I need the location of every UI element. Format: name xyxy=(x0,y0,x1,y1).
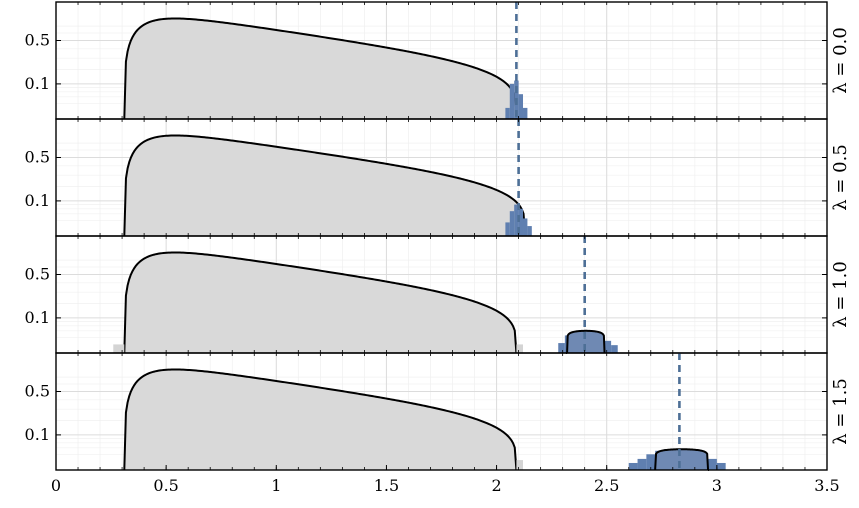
panel-3: 0.5 0.1 λ = 1.0 xyxy=(25,235,851,354)
outlier-histogram-bar xyxy=(523,218,528,236)
outlier-histogram-bar xyxy=(604,340,612,353)
outlier-histogram-bar xyxy=(628,462,638,470)
y-tick-label: 0.5 xyxy=(25,31,50,50)
bulk-density-area xyxy=(124,369,517,470)
outlier-histogram-bar xyxy=(558,343,565,353)
outlier-histogram-bar xyxy=(646,454,656,470)
y-tick-label: 0.1 xyxy=(25,425,50,444)
panel-label: λ = 1.5 xyxy=(830,378,851,445)
y-tick-label: 0.5 xyxy=(25,265,50,284)
outlier-histogram-bar xyxy=(527,226,532,236)
outlier-histogram-bar xyxy=(509,211,515,236)
outlier-histogram-bar xyxy=(708,458,717,470)
x-tick-label: 0 xyxy=(51,476,61,495)
y-tick-label: 0.5 xyxy=(25,382,50,401)
panel-2: 0.5 0.1 λ = 0.5 xyxy=(25,118,851,237)
x-tick-label: 2 xyxy=(491,476,501,495)
panel-label: λ = 1.0 xyxy=(830,261,851,328)
bulk-density-curve xyxy=(123,368,518,471)
x-tick-label: 3.5 xyxy=(814,476,839,495)
bulk-density-curve xyxy=(123,251,518,354)
x-tick-label: 0.5 xyxy=(153,476,178,495)
outlier-histogram-bar xyxy=(716,462,726,470)
outlier-histogram-bar xyxy=(514,204,519,236)
y-tick-label: 0.1 xyxy=(25,191,50,210)
outlier-density-area xyxy=(567,330,605,353)
panel-label: λ = 0.0 xyxy=(830,27,851,94)
x-tick-label: 3 xyxy=(712,476,722,495)
panel-1: 0.5 0.1 λ = 0.0 xyxy=(25,1,851,120)
outlier-density-curve xyxy=(566,329,606,354)
bulk-density-curve xyxy=(123,17,518,120)
panel-label: λ = 0.5 xyxy=(830,144,851,211)
outlier-density-curve xyxy=(654,448,710,471)
bulk-histogram-bar xyxy=(516,344,524,353)
outlier-histogram-bar xyxy=(611,345,618,353)
y-tick-label: 0.1 xyxy=(25,308,50,327)
bulk-density-area xyxy=(124,135,526,236)
outlier-histogram-bar xyxy=(505,107,510,119)
bulk-density-area xyxy=(124,252,517,353)
x-tick-label: 1 xyxy=(271,476,281,495)
outlier-histogram-bar xyxy=(518,208,524,236)
outlier-histogram-bar xyxy=(518,94,524,119)
outlier-histogram-bar xyxy=(505,222,510,236)
outlier-density-area xyxy=(655,449,709,470)
x-tick-label: 1.5 xyxy=(374,476,399,495)
bulk-histogram-bar xyxy=(113,344,125,353)
panel-frame xyxy=(55,352,828,471)
outlier-histogram-bar xyxy=(509,83,515,119)
y-tick-label: 0.5 xyxy=(25,148,50,167)
outlier-histogram-bar xyxy=(523,107,528,119)
outlier-histogram-bar xyxy=(637,458,647,470)
bulk-density-area xyxy=(124,18,517,120)
bulk-density-curve xyxy=(123,134,527,237)
y-tick-label: 0.1 xyxy=(25,74,50,93)
bulk-histogram-bar xyxy=(516,460,524,470)
x-tick-label: 2.5 xyxy=(594,476,619,495)
panel-4: 0.5 0.1 λ = 1.5 xyxy=(25,352,851,471)
